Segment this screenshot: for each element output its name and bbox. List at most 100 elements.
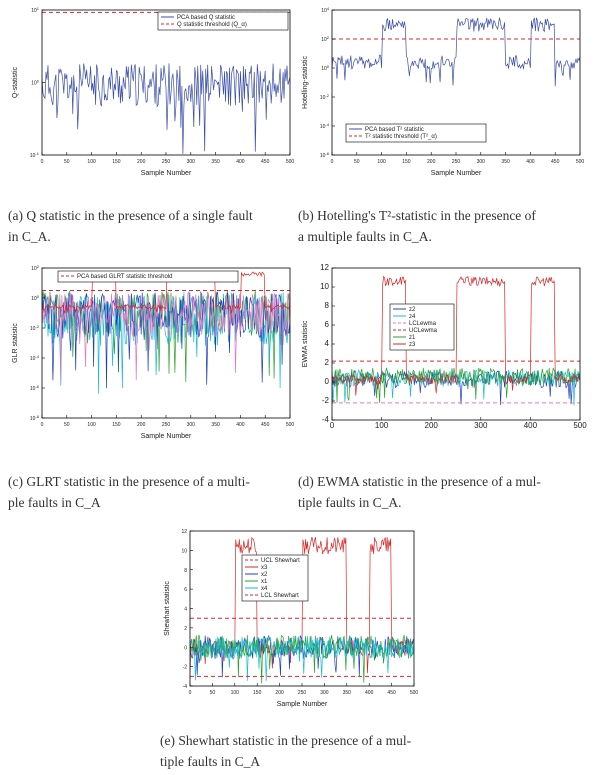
- y-tick-label-c: 102: [31, 264, 40, 272]
- legend-label-e: x2: [261, 572, 268, 578]
- x-tick-label-b: 50: [354, 159, 360, 165]
- y-tick-label-d: 10: [320, 282, 329, 291]
- y-tick-label-d: 6: [325, 320, 330, 329]
- panel-d: 0 100 200 300 400 500 -4 -2 0 2 4 6 8 10 12 EWMA statis…: [298, 262, 588, 442]
- x-tick-label-c: 350: [211, 422, 220, 428]
- caption-d-line2: tiple faults in C_A.: [298, 495, 402, 510]
- caption-a-line2: in C_A.: [8, 229, 51, 244]
- legend-box-b: [345, 123, 487, 143]
- y-tick-label-e: 0: [184, 645, 187, 651]
- y-tick-label-c: 10-8: [30, 414, 40, 422]
- legend-label-d: UCLewma: [409, 328, 438, 334]
- y-tick-label-e: -4: [183, 684, 188, 690]
- legend-label-c: PCA based GLRT statistic threshold: [77, 274, 173, 280]
- legend-box-c: [57, 270, 239, 283]
- x-tick-label-b: 400: [526, 159, 535, 165]
- legend-box-a: [157, 11, 289, 31]
- y-tick-label-b: 10-2: [320, 93, 330, 101]
- x-tick-label-e: 50: [210, 690, 216, 696]
- legend-label-b: T² statistic threshold (T²_α): [365, 134, 437, 140]
- x-tick-label-a: 0: [41, 159, 44, 165]
- y-tick-label-c: 10-2: [30, 324, 40, 332]
- legend-label-e: x4: [261, 586, 268, 592]
- legend-box-d: [389, 303, 455, 351]
- y-tick-label-e: -2: [183, 665, 188, 671]
- x-tick-label-b: 150: [402, 159, 411, 165]
- series-e-4: [190, 635, 414, 681]
- plot-area-c: [42, 270, 290, 394]
- caption-e: (e) Shewhart statistic in the presence o…: [160, 730, 460, 772]
- x-tick-label-c: 200: [137, 422, 146, 428]
- y-tick-label-b: 102: [321, 35, 330, 43]
- x-tick-label-b: 250: [452, 159, 461, 165]
- axes-box-d: [331, 267, 581, 421]
- caption-e-line2: tiple faults in C_A: [160, 754, 261, 769]
- legend-label-e: x3: [261, 565, 268, 571]
- legend-label-d: z3: [409, 342, 416, 348]
- x-tick-label-e: 200: [275, 690, 284, 696]
- x-tick-label-a: 500: [286, 159, 295, 165]
- legend-label-d: LCLewma: [409, 321, 437, 327]
- x-tick-label-a: 450: [261, 159, 270, 165]
- x-tick-label-b: 0: [331, 159, 334, 165]
- legend-label-b: PCA based T² statistic: [365, 127, 424, 133]
- y-tick-label-d: 2: [325, 358, 330, 367]
- x-tick-label-d: 500: [573, 421, 587, 430]
- y-tick-label-c: 10-4: [30, 354, 40, 362]
- legend-label-d: z1: [409, 335, 416, 341]
- x-tick-label-c: 400: [236, 422, 245, 428]
- x-tick-label-a: 350: [211, 159, 220, 165]
- plot-area-a: [42, 11, 290, 154]
- x-tick-label-c: 300: [187, 422, 196, 428]
- x-tick-label-e: 450: [387, 690, 396, 696]
- caption-d: (d) EWMA statistic in the presence of a …: [298, 471, 590, 513]
- caption-e-line1: (e) Shewhart statistic in the presence o…: [160, 733, 412, 748]
- panel-e: 0 50 100 150 200 250 300 350 400 450 500 -4 -2 0 2 4 6 8 1…: [160, 525, 420, 710]
- x-tick-label-c: 50: [64, 422, 70, 428]
- x-tick-label-b: 200: [427, 159, 436, 165]
- x-tick-label-e: 0: [189, 690, 192, 696]
- x-tick-label-b: 450: [551, 159, 560, 165]
- x-tick-label-a: 100: [87, 159, 96, 165]
- series-a-0: [42, 63, 290, 154]
- legend-label-e: LCL Shewhart: [261, 593, 299, 599]
- panel-c: 0 50 100 150 200 250 300 350 400 450 500 10-8 10-6 10…: [8, 262, 298, 442]
- y-tick-label-e: 10: [181, 548, 187, 554]
- y-tick-label-e: 2: [184, 626, 187, 632]
- x-tick-label-b: 100: [377, 159, 386, 165]
- x-tick-label-e: 100: [231, 690, 240, 696]
- x-tick-label-d: 400: [524, 421, 538, 430]
- plot-area-d: [332, 275, 580, 406]
- y-tick-label-a: 100: [31, 79, 40, 87]
- x-axis-label-b: Sample Number: [431, 170, 482, 177]
- y-tick-label-d: 4: [325, 339, 330, 348]
- legend-label-d: z2: [409, 307, 416, 313]
- x-tick-label-e: 300: [320, 690, 329, 696]
- y-tick-label-d: 0: [325, 377, 330, 386]
- y-tick-label-d: 8: [325, 301, 330, 310]
- y-tick-label-a: 101: [31, 6, 40, 14]
- x-tick-label-c: 150: [112, 422, 121, 428]
- series-b-0: [332, 17, 580, 87]
- y-axis-label-e: Shewhart statistic: [164, 581, 171, 636]
- x-tick-label-b: 300: [477, 159, 486, 165]
- y-tick-label-e: 8: [184, 568, 187, 574]
- x-tick-label-a: 50: [64, 159, 70, 165]
- caption-d-line1: (d) EWMA statistic in the presence of a …: [298, 474, 541, 489]
- x-tick-label-c: 0: [41, 422, 44, 428]
- x-tick-label-c: 450: [261, 422, 270, 428]
- y-axis-label-c: GLR statistic: [12, 323, 19, 363]
- x-tick-label-a: 150: [112, 159, 121, 165]
- x-tick-label-c: 100: [87, 422, 96, 428]
- panel-a: 0 50 100 150 200 250 300 350 400 450 500 10-1 100 101…: [8, 4, 298, 179]
- x-tick-label-e: 500: [410, 690, 419, 696]
- legend-label-d: z4: [409, 314, 416, 320]
- legend-box-e: [241, 554, 309, 602]
- y-tick-label-b: 10-4: [320, 122, 330, 130]
- y-tick-label-b: 104: [321, 6, 330, 14]
- x-tick-label-c: 250: [162, 422, 171, 428]
- y-tick-label-d: -4: [322, 415, 330, 424]
